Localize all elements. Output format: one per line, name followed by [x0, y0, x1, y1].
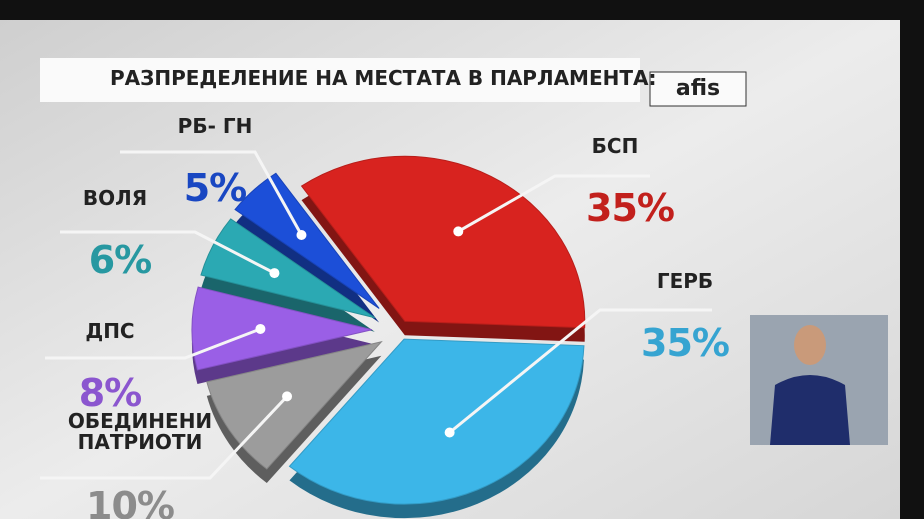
category-label: БСП	[591, 134, 639, 158]
title-bar	[40, 58, 640, 102]
leader-line	[40, 395, 289, 480]
leader-line	[60, 230, 276, 275]
value-label: 8%	[78, 371, 143, 415]
logo-box	[649, 71, 747, 107]
leader-dot	[296, 229, 307, 240]
leader-line	[120, 150, 303, 236]
inset-person	[770, 375, 850, 445]
logo: afis	[675, 76, 721, 101]
chart-title: РАЗПРЕДЕЛЕНИЕ НА МЕСТАТА В ПАРЛАМЕНТА:	[110, 66, 657, 90]
value-label: 6%	[88, 238, 153, 282]
category-label: ОБЕДИНЕНИ ПАТРИОТИ	[67, 409, 213, 454]
slice	[234, 172, 380, 309]
slice	[200, 218, 376, 319]
slice	[191, 286, 373, 371]
category-label: ГЕРБ	[656, 269, 714, 293]
leader-dot	[444, 427, 455, 438]
value-label: 10%	[86, 484, 175, 519]
category-label: РБ- ГН	[177, 114, 253, 138]
leader-dot	[453, 226, 464, 237]
inset-person	[794, 325, 826, 365]
category-label: ВОЛЯ	[82, 186, 148, 210]
value-label: 35%	[641, 321, 730, 365]
value-label: 35%	[586, 186, 675, 230]
leader-line	[448, 308, 712, 434]
leader-dot	[255, 323, 266, 334]
category-label: ДПС	[85, 319, 135, 343]
leader-line	[45, 327, 261, 360]
leader-dot	[282, 391, 293, 402]
slice	[288, 338, 585, 505]
leader-line	[457, 174, 650, 233]
leader-dot	[269, 268, 280, 279]
value-label: 5%	[183, 166, 248, 210]
pie	[40, 150, 712, 519]
